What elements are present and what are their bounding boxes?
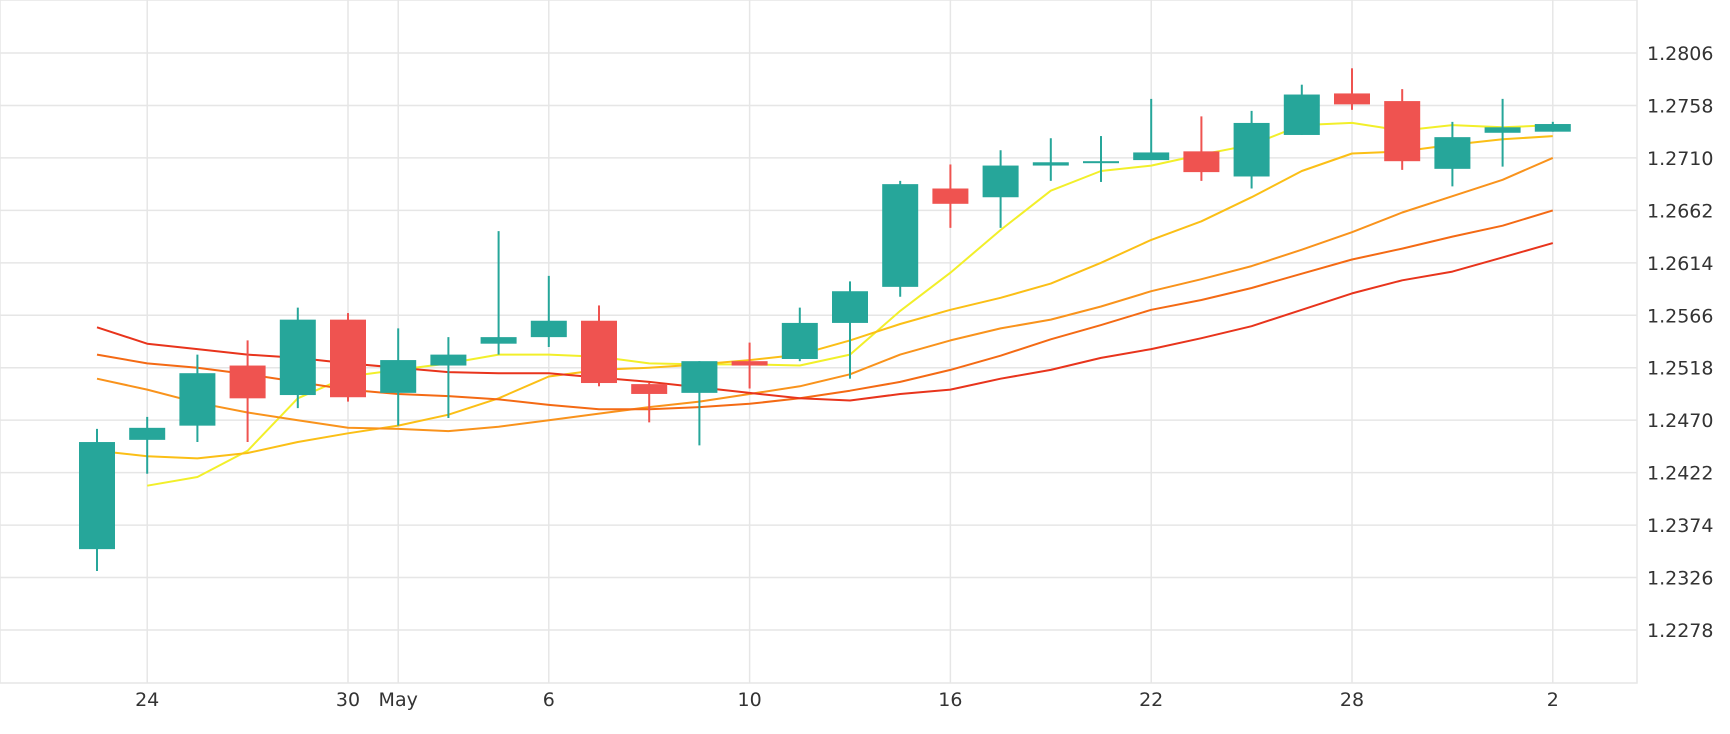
- candle: [982, 150, 1019, 228]
- candle-body: [832, 291, 868, 323]
- candle-body: [79, 442, 115, 550]
- candle: [1484, 98, 1521, 167]
- candle-body: [1334, 93, 1370, 105]
- candle: [279, 307, 316, 409]
- x-axis-labels: 24 30 May 6 10 16 22 28 2: [135, 689, 1559, 711]
- x-tick-label: 2: [1547, 689, 1559, 711]
- candle: [79, 428, 115, 571]
- candle-body: [1484, 127, 1521, 133]
- candle-body: [1384, 101, 1421, 162]
- horizontal-gridlines: [0, 52, 1637, 631]
- candle: [330, 313, 366, 402]
- candle-body: [330, 319, 366, 398]
- candle-body: [581, 320, 617, 384]
- candle-body: [781, 322, 818, 359]
- y-tick-label: 1.2566: [1647, 305, 1713, 327]
- candle-body: [430, 354, 467, 366]
- candle-body: [882, 184, 919, 287]
- candle: [380, 328, 417, 426]
- candle: [1534, 121, 1571, 132]
- candle-body: [1133, 152, 1170, 161]
- candle-body: [681, 361, 718, 393]
- x-tick-label: 16: [938, 689, 962, 711]
- y-tick-label: 1.2806: [1647, 43, 1713, 65]
- candle-body: [932, 188, 969, 204]
- candle-body: [731, 361, 768, 366]
- x-tick-label: 22: [1139, 689, 1163, 711]
- candle-body: [1233, 122, 1270, 177]
- candle-body: [380, 360, 417, 393]
- x-tick-label: May: [379, 689, 418, 711]
- candle: [129, 416, 166, 474]
- y-tick-label: 1.2614: [1647, 253, 1713, 275]
- candle-body: [982, 165, 1019, 198]
- candle: [781, 307, 818, 362]
- candle-body: [229, 365, 266, 399]
- candle: [832, 281, 868, 379]
- candle: [681, 361, 718, 446]
- moving-average-lines: [96, 121, 1554, 487]
- candle: [1434, 121, 1471, 187]
- candle-body: [631, 384, 668, 394]
- candle-body: [129, 427, 166, 440]
- y-tick-label: 1.2326: [1647, 568, 1713, 590]
- candle-body: [1534, 124, 1571, 132]
- y-tick-label: 1.2710: [1647, 148, 1713, 170]
- candle: [882, 180, 919, 297]
- candle-body: [1434, 137, 1471, 169]
- candle-body: [1183, 151, 1220, 173]
- plot-frame: [0, 0, 1638, 684]
- candle: [179, 354, 216, 443]
- candle: [1032, 138, 1069, 181]
- candle-body: [179, 373, 216, 426]
- candle-body: [1032, 162, 1069, 166]
- candle: [1334, 68, 1370, 110]
- moving-average-line-2: [96, 135, 1553, 460]
- y-tick-label: 1.2662: [1647, 200, 1713, 222]
- y-tick-label: 1.2374: [1647, 515, 1713, 537]
- candle: [530, 275, 567, 347]
- y-axis-labels: 1.2278 1.2326 1.2374 1.2422 1.2470 1.2518 1.25…: [1647, 43, 1713, 642]
- x-tick-label: 24: [135, 689, 159, 711]
- candle: [1384, 89, 1421, 170]
- moving-average-line-3: [96, 156, 1554, 433]
- x-tick-label: 30: [336, 689, 360, 711]
- candles: [79, 68, 1571, 571]
- candle-body: [530, 320, 567, 338]
- candle: [1133, 98, 1170, 161]
- candle: [229, 340, 266, 443]
- candle-body: [1083, 161, 1119, 164]
- candle: [1083, 136, 1119, 182]
- x-tick-label: 10: [738, 689, 762, 711]
- candle: [631, 383, 668, 423]
- y-tick-label: 1.2278: [1647, 620, 1713, 642]
- candle: [1283, 84, 1320, 135]
- candle: [581, 305, 617, 387]
- candle: [1183, 116, 1220, 181]
- candle-body: [279, 319, 316, 396]
- candle: [430, 337, 467, 418]
- candle-body: [1283, 94, 1320, 135]
- y-tick-label: 1.2758: [1647, 95, 1713, 117]
- y-tick-label: 1.2470: [1647, 410, 1713, 432]
- y-tick-label: 1.2422: [1647, 463, 1713, 485]
- candle: [731, 342, 768, 389]
- x-tick-label: 28: [1340, 689, 1364, 711]
- y-tick-label: 1.2518: [1647, 358, 1713, 380]
- candle: [932, 164, 969, 228]
- candle: [1233, 110, 1270, 189]
- candle-body: [480, 337, 517, 344]
- x-tick-label: 6: [543, 689, 555, 711]
- candle: [480, 231, 517, 355]
